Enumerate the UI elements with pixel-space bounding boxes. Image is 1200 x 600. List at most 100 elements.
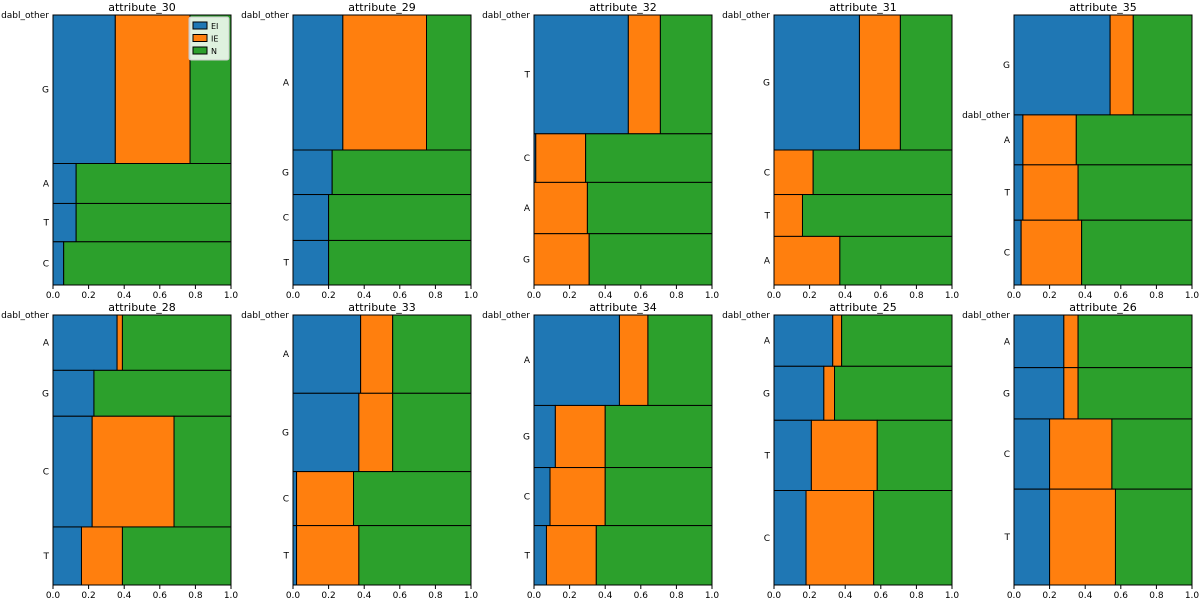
mosaic-cell-T-IE xyxy=(810,419,878,491)
x-tick-label: 0.8 xyxy=(1149,291,1164,301)
mosaic-cell-A-EI xyxy=(1013,314,1065,369)
subplot-attribute_32: attribute_32 dabl_other T C A G 0.0 0.2 0.4 0.6 0.… xyxy=(482,1,719,301)
legend-swatch-N xyxy=(192,46,208,55)
y-tick-label: C xyxy=(43,259,49,269)
mosaic-cell-T-N xyxy=(121,526,232,586)
y-tick-label: A xyxy=(524,356,531,366)
mosaic-cell-C-IE xyxy=(549,467,606,527)
x-tick-label: 0.2 xyxy=(562,591,576,600)
mosaic-cell-C-N xyxy=(1111,418,1193,490)
x-tick-label: 0.4 xyxy=(117,591,132,600)
x-tick-label: 0.6 xyxy=(153,291,168,301)
mosaic-cell-T-EI xyxy=(533,14,629,135)
x-tick-label: 0.6 xyxy=(874,591,889,600)
mosaic-cell-G-IE xyxy=(1063,367,1079,420)
mosaic-cell-G-N xyxy=(331,149,472,196)
mosaic-cell-A-N xyxy=(1075,114,1193,166)
y-tick-label: C xyxy=(764,534,770,544)
subplot-title: attribute_32 xyxy=(589,1,656,14)
subplot-attribute_26: attribute_26 dabl_other A G C T 0.0 0.2 0.4 0.6 0.… xyxy=(962,301,1199,600)
x-tick-label: 1.0 xyxy=(705,591,720,600)
mosaic-cell-C-N xyxy=(328,194,472,241)
subplot-attribute_34: attribute_34 dabl_other A G C T 0.0 0.2 0.4 0.6 0.… xyxy=(482,301,719,600)
mosaic-cell-C-N xyxy=(873,490,953,586)
y-tick-label: C xyxy=(283,214,289,224)
subplot-title: attribute_26 xyxy=(1069,301,1136,314)
legend-label-IE: IE xyxy=(211,35,218,44)
mosaic-cell-C-IE xyxy=(91,415,175,528)
y-tick-label: dabl_other xyxy=(962,311,1010,321)
axes-frame xyxy=(773,14,953,286)
y-tick-label: G xyxy=(282,168,289,178)
x-tick-label: 0.2 xyxy=(1042,591,1056,600)
y-tick-label: A xyxy=(43,339,50,349)
mosaic-cell-C-EI xyxy=(292,194,330,241)
mosaic-cell-T-EI xyxy=(52,202,77,243)
y-tick-label: T xyxy=(283,551,290,561)
y-tick-label: dabl_other xyxy=(482,311,530,321)
axes-frame xyxy=(52,314,232,586)
subplot-attribute_29: attribute_29 dabl_other A G C T 0.0 0.2 0.4 0.6 0.… xyxy=(241,1,478,301)
y-tick-label: G xyxy=(523,255,530,265)
y-tick-label: dabl_other xyxy=(722,11,770,21)
y-tick-label: dabl_other xyxy=(1,311,49,321)
mosaic-cell-T-IE xyxy=(627,14,661,135)
x-tick-label: 0.6 xyxy=(1114,591,1129,600)
legend-label-N: N xyxy=(211,47,217,56)
mosaic-cell-C-EI xyxy=(1013,418,1051,490)
x-tick-label: 0.6 xyxy=(393,591,408,600)
x-tick-label: 0.6 xyxy=(153,591,168,600)
y-tick-label: T xyxy=(524,551,531,561)
mosaic-cell-G-N xyxy=(899,14,953,151)
x-tick-label: 1.0 xyxy=(945,591,960,600)
x-tick-label: 0.2 xyxy=(802,291,816,301)
y-tick-label: dabl_other xyxy=(241,11,289,21)
legend-swatch-EI xyxy=(192,21,208,30)
subplot-title: attribute_34 xyxy=(589,301,656,314)
mosaic-cell-G-IE xyxy=(1109,14,1134,116)
mosaic-cell-C-IE xyxy=(773,149,814,196)
y-tick-label: A xyxy=(1004,136,1011,146)
x-tick-label: 0.2 xyxy=(1042,291,1056,301)
mosaic-cell-T-IE xyxy=(545,525,597,586)
mosaic-cell-G-N xyxy=(588,233,713,286)
mosaic-cell-C-EI xyxy=(52,241,65,286)
subplot-title: attribute_35 xyxy=(1069,1,1136,14)
subplot-title: attribute_29 xyxy=(348,1,415,14)
x-tick-label: 0.0 xyxy=(767,291,782,301)
mosaic-cell-T-EI xyxy=(533,525,547,586)
mosaic-cell-A-N xyxy=(586,181,713,235)
mosaic-cell-T-EI xyxy=(1013,164,1024,221)
x-tick-label: 0.0 xyxy=(1007,291,1022,301)
mosaic-cell-G-N xyxy=(604,404,713,469)
mosaic-cell-A-N xyxy=(841,314,953,367)
subplot-title: attribute_28 xyxy=(108,301,175,314)
mosaic-cell-G-IE xyxy=(554,404,606,469)
x-tick-label: 0.8 xyxy=(669,591,684,600)
mosaic-cell-G-EI xyxy=(1013,367,1065,420)
x-tick-label: 0.0 xyxy=(286,291,301,301)
y-tick-label: dabl_other xyxy=(962,111,1010,121)
x-tick-label: 0.0 xyxy=(286,591,301,600)
mosaic-cell-G-EI xyxy=(292,149,333,196)
y-tick-label: G xyxy=(282,428,289,438)
mosaic-cell-C-EI xyxy=(292,471,298,527)
mosaic-cell-T-IE xyxy=(296,525,360,586)
mosaic-cell-C-IE xyxy=(296,471,355,527)
subplot-attribute_25: attribute_25 dabl_other A G T C 0.0 0.2 0.4 0.6 0.… xyxy=(722,301,959,600)
mosaic-cell-C-EI xyxy=(773,490,807,586)
x-tick-label: 0.6 xyxy=(874,291,889,301)
mosaic-cell-A-N xyxy=(1077,314,1193,369)
mosaic-cell-T-EI xyxy=(1013,488,1051,586)
mosaic-cell-T-N xyxy=(328,239,472,286)
mosaic-cell-A-EI xyxy=(533,314,620,406)
x-tick-label: 1.0 xyxy=(945,291,960,301)
x-tick-label: 0.8 xyxy=(909,291,924,301)
y-tick-label: T xyxy=(764,211,771,221)
subplot-title: attribute_25 xyxy=(829,301,896,314)
mosaic-cell-G-EI xyxy=(773,365,825,421)
mosaic-cell-T-IE xyxy=(773,194,803,237)
x-tick-label: 0.2 xyxy=(81,291,95,301)
mosaic-cell-T-IE xyxy=(1022,164,1079,221)
